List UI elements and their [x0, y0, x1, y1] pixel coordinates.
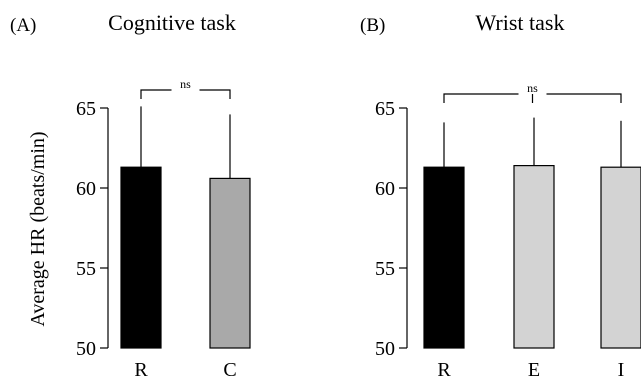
panel-a-plot: 50 55 60 65 R Cns — [76, 77, 251, 381]
panel-b-plot: 50 55 60 65 R E Ins — [375, 81, 641, 381]
y-tick-label: 60 — [375, 178, 395, 200]
panel-b-title: Wrist task — [476, 10, 565, 35]
significance-bracket — [140, 89, 231, 99]
y-axis-label: Average HR (beats/min) — [27, 131, 49, 326]
category-label: C — [223, 359, 236, 381]
y-tick-label: 60 — [76, 178, 96, 200]
bar-r — [423, 166, 465, 349]
y-tick-label: 50 — [76, 338, 96, 360]
significance-bracket — [443, 93, 622, 103]
bar-r — [120, 166, 162, 349]
significance-label: ns — [180, 77, 191, 91]
bar-c — [209, 177, 251, 349]
panel-a-label: (A) — [10, 15, 36, 36]
y-tick-label: 55 — [375, 258, 395, 280]
category-label: R — [134, 359, 148, 381]
category-label: E — [528, 359, 540, 381]
y-tick-label: 50 — [375, 338, 395, 360]
panel-b-label: (B) — [360, 15, 385, 36]
significance-label: ns — [527, 81, 538, 95]
panel-a-title: Cognitive task — [108, 10, 236, 35]
bar-e — [513, 165, 555, 349]
y-tick-label: 65 — [375, 98, 395, 120]
y-tick-label: 55 — [76, 258, 96, 280]
y-tick-label: 65 — [76, 98, 96, 120]
category-label: I — [618, 359, 625, 381]
category-label: R — [437, 359, 451, 381]
bar-i — [600, 166, 641, 349]
